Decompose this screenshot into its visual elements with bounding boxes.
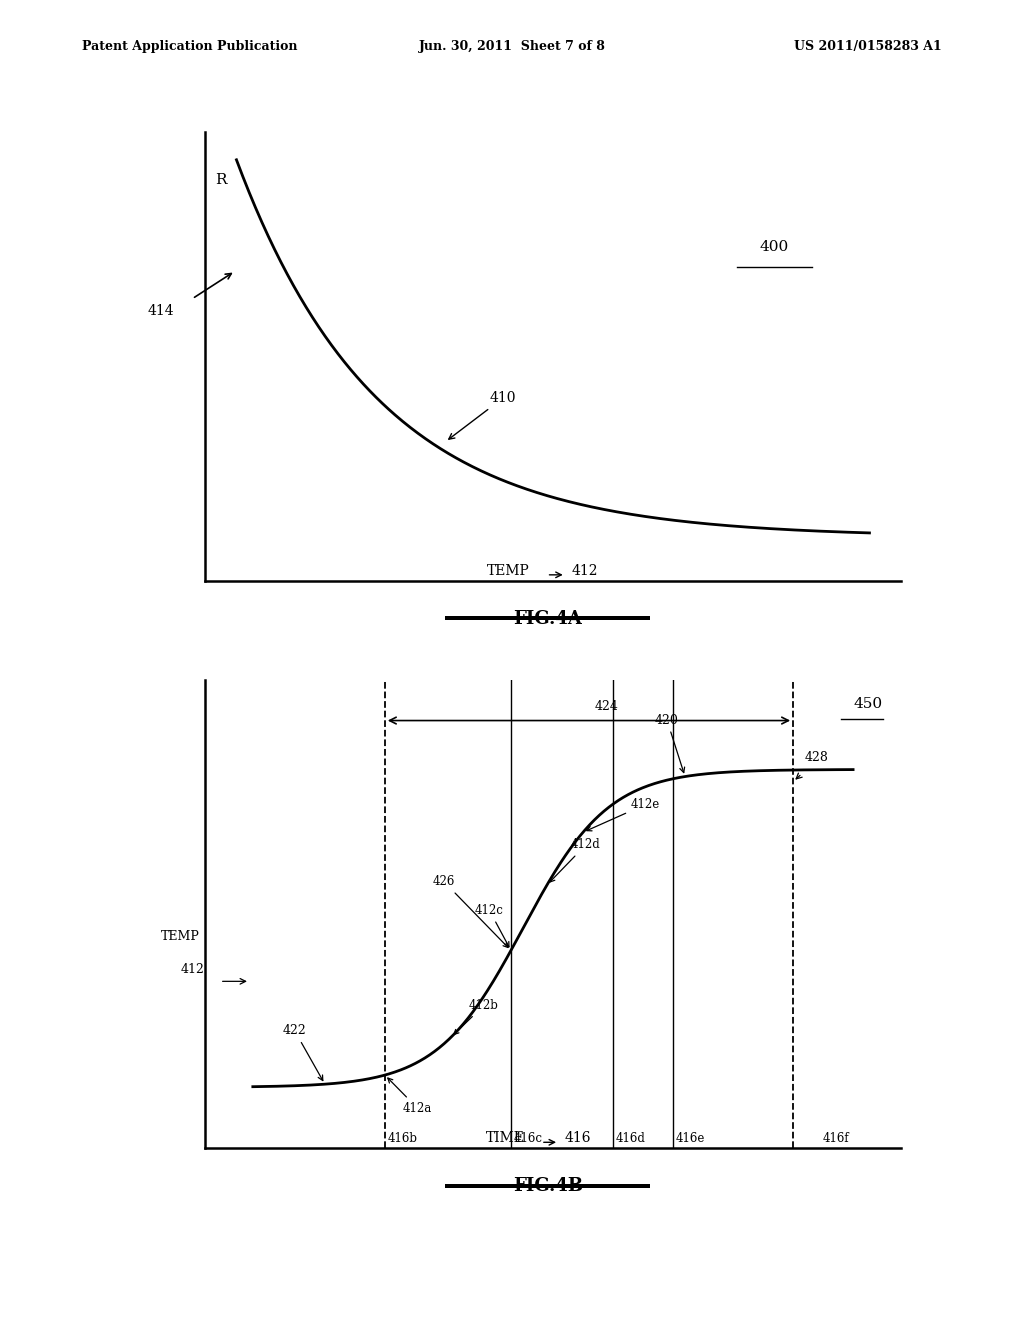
Text: 412: 412 (181, 962, 205, 975)
Text: 416: 416 (565, 1131, 592, 1146)
Text: 416f: 416f (823, 1133, 850, 1146)
Text: 428: 428 (805, 751, 829, 764)
Text: 400: 400 (760, 240, 790, 255)
Text: FIG.4B: FIG.4B (513, 1177, 583, 1196)
Text: 412b: 412b (454, 999, 499, 1035)
Text: 450: 450 (854, 697, 883, 711)
Text: R: R (215, 173, 226, 186)
Text: US 2011/0158283 A1: US 2011/0158283 A1 (795, 40, 942, 53)
Text: 412c: 412c (475, 904, 509, 946)
Text: FIG.4A: FIG.4A (513, 610, 583, 628)
Text: 410: 410 (449, 391, 516, 440)
Text: 416d: 416d (616, 1133, 646, 1146)
Text: TIME: TIME (485, 1131, 524, 1146)
Text: 416e: 416e (676, 1133, 706, 1146)
Text: 416b: 416b (388, 1133, 418, 1146)
Text: Patent Application Publication: Patent Application Publication (82, 40, 297, 53)
Text: 422: 422 (283, 1024, 323, 1081)
Text: 412e: 412e (587, 797, 660, 830)
Text: TEMP: TEMP (487, 564, 530, 578)
Text: 412: 412 (572, 564, 598, 578)
Text: Jun. 30, 2011  Sheet 7 of 8: Jun. 30, 2011 Sheet 7 of 8 (419, 40, 605, 53)
Text: 424: 424 (595, 701, 618, 713)
Text: TEMP: TEMP (162, 931, 201, 942)
Text: 420: 420 (655, 714, 685, 772)
Text: 414: 414 (147, 304, 174, 318)
Text: 426: 426 (433, 875, 508, 948)
Text: 412a: 412a (388, 1078, 432, 1115)
Text: 416c: 416c (514, 1133, 543, 1146)
Text: 412d: 412d (550, 838, 601, 882)
